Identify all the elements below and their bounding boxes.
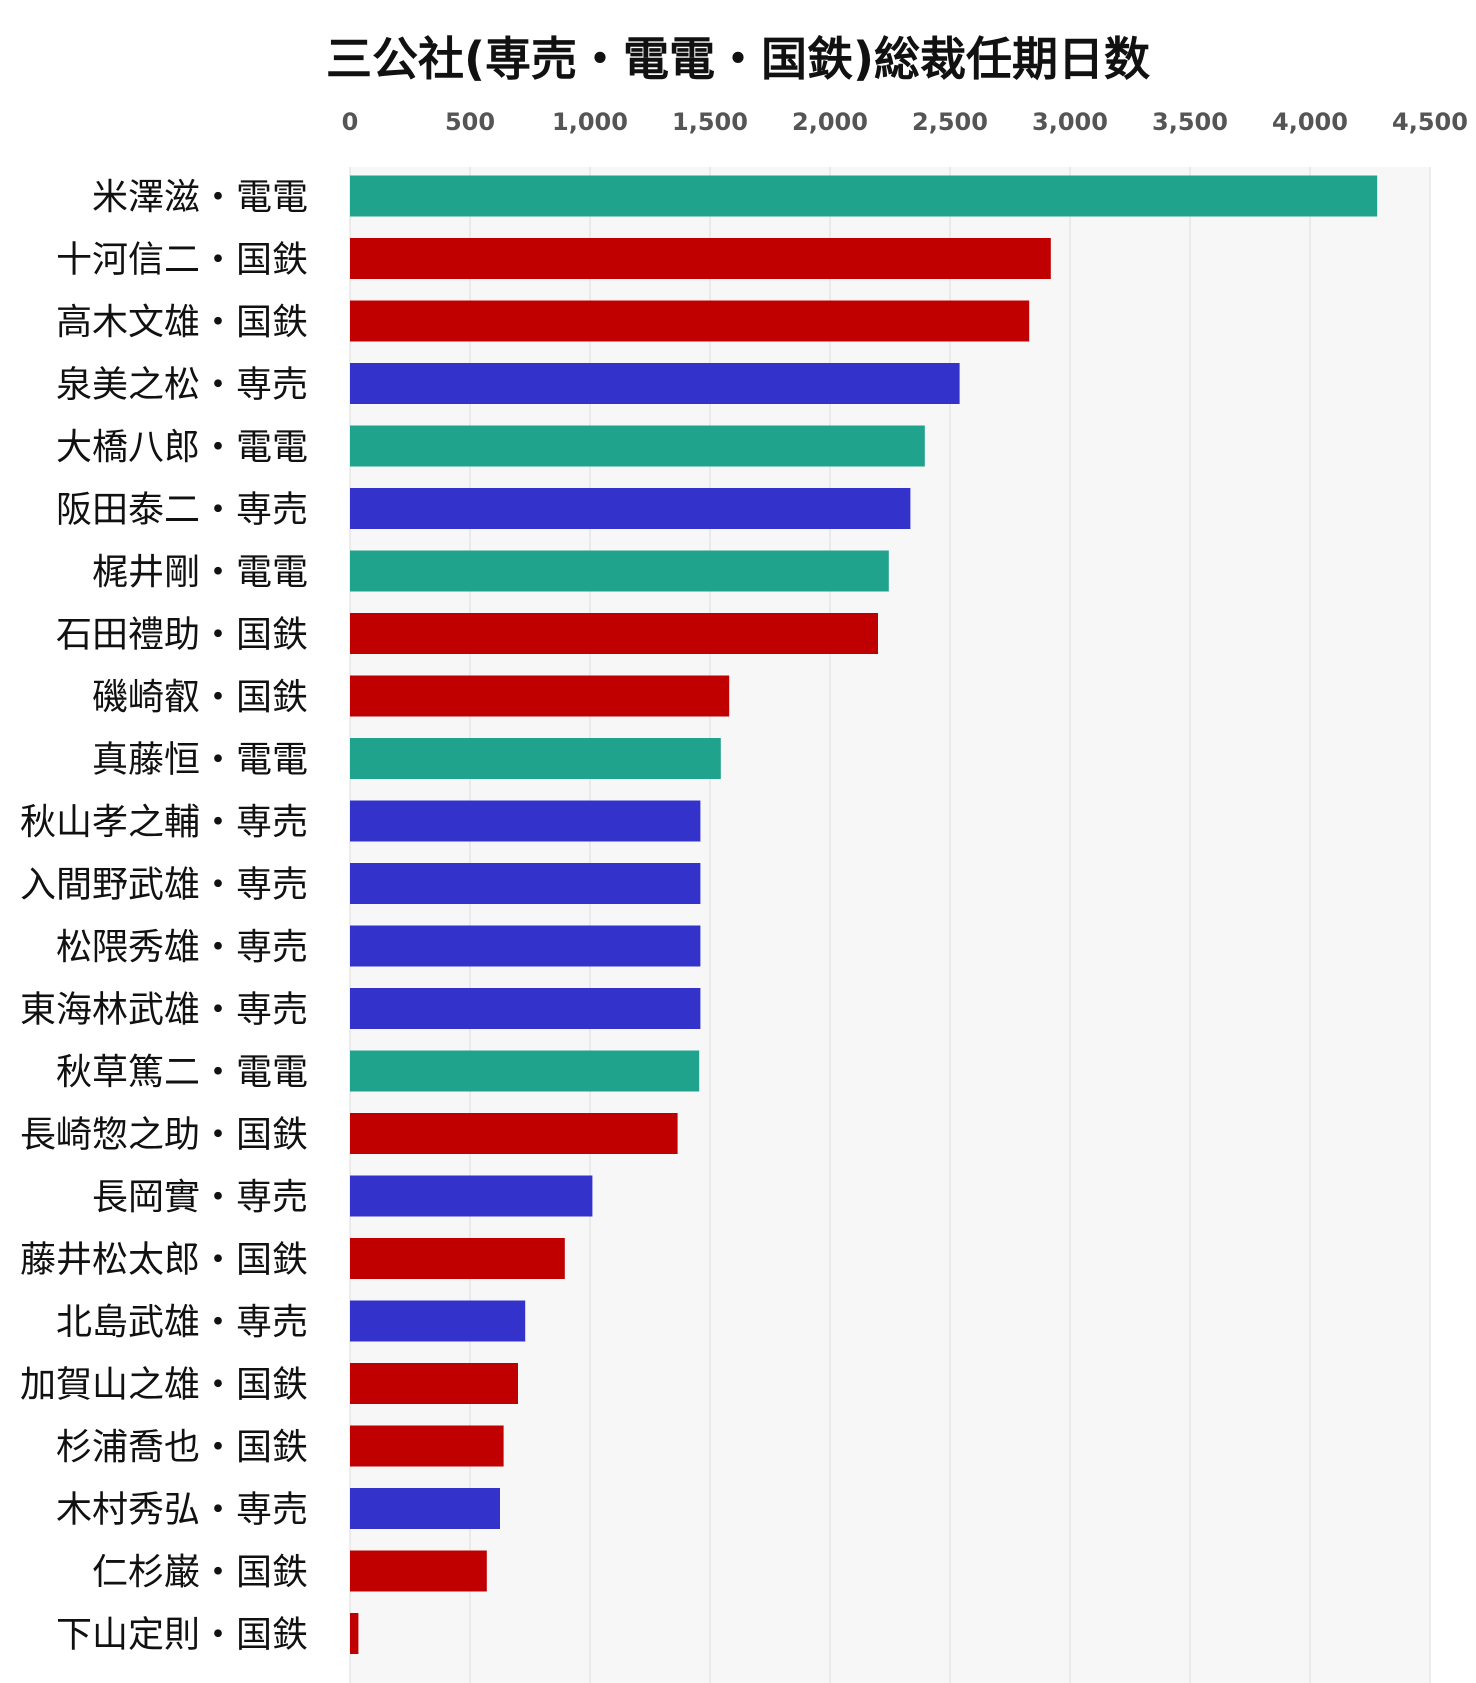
- x-tick-label: 2,500: [912, 108, 988, 136]
- category-label: 秋山孝之輔・専売: [20, 802, 308, 843]
- chart-title: 三公社(専売・電電・国鉄)総裁任期日数: [326, 32, 1150, 86]
- bar: [350, 1050, 700, 1092]
- x-tick-label: 4,000: [1272, 108, 1348, 136]
- x-tick-label: 2,000: [792, 108, 868, 136]
- bar: [350, 238, 1051, 279]
- x-tick-label: 3,000: [1032, 108, 1108, 136]
- bar: [350, 488, 911, 529]
- bar: [350, 175, 1378, 217]
- category-label: 加賀山之雄・国鉄: [20, 1365, 308, 1406]
- category-label: 梶井剛・電電: [92, 552, 308, 593]
- gridlines: [349, 167, 1431, 1683]
- bar: [350, 863, 701, 904]
- bar: [350, 925, 701, 967]
- category-label: 北島武雄・専売: [56, 1302, 308, 1343]
- x-tick-label: 1,000: [552, 108, 628, 136]
- category-label: 松隈秀雄・専売: [56, 927, 308, 968]
- x-tick-label: 4,500: [1392, 108, 1468, 136]
- x-tick-label: 1,500: [672, 108, 748, 136]
- category-label: 大橋八郎・電電: [56, 427, 308, 468]
- bar: [350, 1488, 500, 1529]
- bar: [350, 1363, 518, 1404]
- category-label: 米澤滋・電電: [92, 177, 308, 218]
- bar: [350, 425, 925, 467]
- bar: [350, 363, 960, 404]
- x-tick-label: 3,500: [1152, 108, 1228, 136]
- x-tick-label: 0: [342, 108, 359, 136]
- category-label: 木村秀弘・専売: [56, 1490, 308, 1531]
- bar: [350, 1613, 359, 1654]
- bar: [350, 738, 721, 779]
- bar: [350, 1425, 504, 1467]
- category-labels: 米澤滋・電電十河信二・国鉄高木文雄・国鉄泉美之松・専売大橋八郎・電電阪田泰二・専…: [20, 177, 308, 1656]
- x-tick-label: 500: [445, 108, 495, 136]
- bar: [350, 1550, 487, 1592]
- bar: [350, 550, 889, 592]
- category-label: 入間野武雄・専売: [20, 865, 308, 906]
- category-label: 長崎惣之助・国鉄: [20, 1115, 308, 1156]
- bars: [350, 175, 1378, 1654]
- bar: [350, 988, 701, 1029]
- category-label: 真藤恒・電電: [92, 740, 308, 781]
- category-label: 東海林武雄・専売: [20, 990, 308, 1031]
- category-label: 仁杉巌・国鉄: [92, 1552, 308, 1593]
- plot-area: [350, 167, 1430, 1683]
- x-axis-ticks: 0 500 1,000 1,500 2,000 2,500 3,000 3,500 4,000 4…: [342, 108, 1468, 136]
- bar: [350, 1113, 678, 1154]
- bar: [350, 800, 701, 842]
- category-label: 高木文雄・国鉄: [56, 302, 308, 343]
- category-label: 磯崎叡・国鉄: [92, 677, 308, 718]
- category-label: 泉美之松・専売: [56, 365, 308, 406]
- bar: [350, 1238, 565, 1279]
- category-label: 長岡實・専売: [92, 1177, 308, 1218]
- category-label: 石田禮助・国鉄: [56, 615, 308, 656]
- bar: [350, 1175, 593, 1217]
- category-label: 藤井松太郎・国鉄: [20, 1240, 308, 1281]
- category-label: 杉浦喬也・国鉄: [56, 1427, 308, 1468]
- category-label: 十河信二・国鉄: [56, 240, 308, 281]
- bar: [350, 1300, 526, 1342]
- bar: [350, 675, 730, 717]
- category-label: 下山定則・国鉄: [56, 1615, 308, 1656]
- category-label: 秋草篤二・電電: [56, 1052, 308, 1093]
- category-label: 阪田泰二・専売: [56, 490, 308, 531]
- bar: [350, 300, 1030, 342]
- bar: [350, 613, 878, 654]
